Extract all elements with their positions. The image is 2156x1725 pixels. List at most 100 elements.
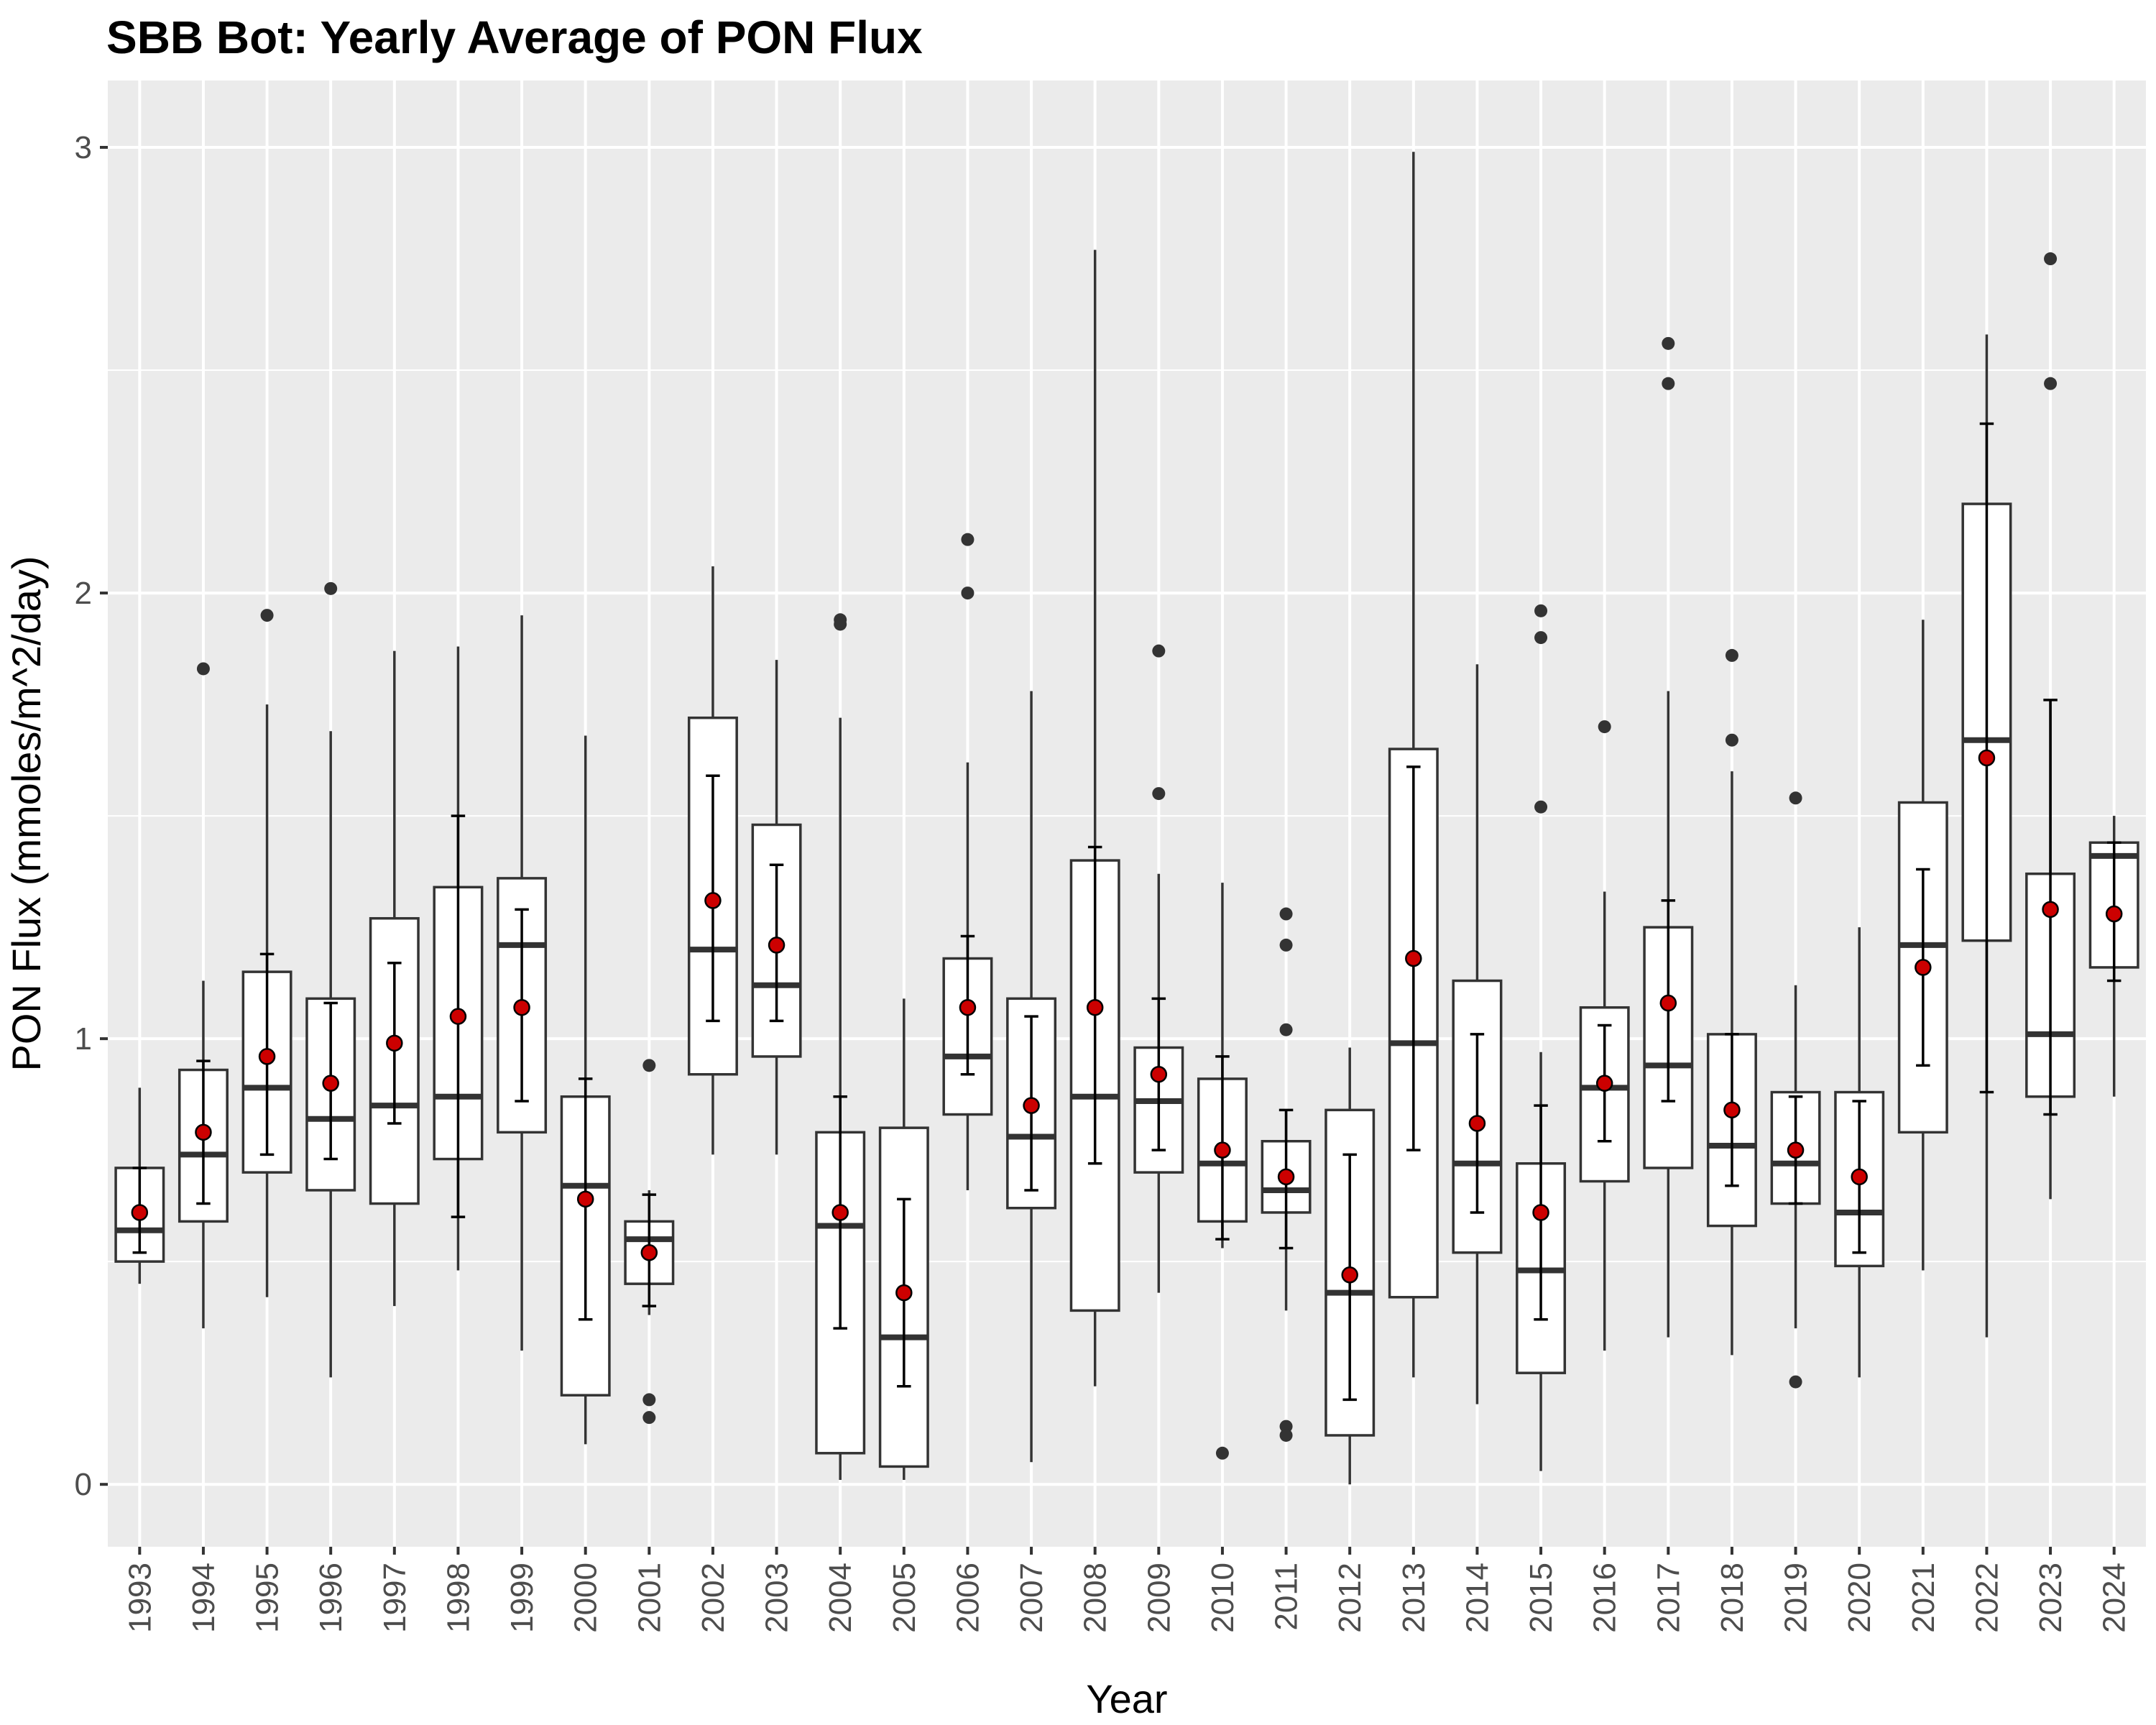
box-2007 bbox=[1006, 691, 1057, 1463]
mean-point bbox=[386, 1034, 403, 1052]
mean-point bbox=[895, 1284, 913, 1302]
outlier-point bbox=[1534, 800, 1548, 814]
outlier-point bbox=[1279, 1023, 1293, 1036]
box-2003 bbox=[751, 660, 802, 1155]
mean-point bbox=[1150, 1065, 1168, 1083]
x-tick-label: 2011 bbox=[1269, 1563, 1304, 1631]
y-tick-label: 0 bbox=[75, 1467, 92, 1502]
outlier-point bbox=[834, 617, 847, 631]
x-tick-label: 2023 bbox=[2033, 1563, 2068, 1633]
x-tick-label: 2010 bbox=[1205, 1563, 1240, 1633]
mean-point bbox=[1659, 994, 1677, 1012]
x-tick-label: 1994 bbox=[186, 1563, 221, 1633]
outlier-point bbox=[2044, 252, 2058, 266]
mean-point bbox=[640, 1244, 658, 1261]
outlier-point bbox=[642, 1059, 656, 1072]
mean-point bbox=[449, 1008, 467, 1025]
mean-point bbox=[1277, 1168, 1295, 1186]
outlier-point bbox=[1789, 791, 1802, 805]
box-2017 bbox=[1643, 336, 1694, 1338]
box-1998 bbox=[433, 646, 484, 1271]
mean-point bbox=[831, 1204, 849, 1221]
box-2012 bbox=[1325, 1047, 1376, 1485]
mean-point bbox=[1787, 1141, 1805, 1159]
x-tick-label: 2005 bbox=[887, 1563, 922, 1633]
box-1994 bbox=[178, 662, 229, 1329]
x-axis-title: Year bbox=[1086, 1676, 1167, 1721]
x-tick-label: 2024 bbox=[2097, 1563, 2132, 1633]
x-tick-label: 2022 bbox=[1969, 1563, 2004, 1633]
chart-title: SBB Bot: Yearly Average of PON Flux bbox=[106, 12, 923, 63]
mean-point bbox=[576, 1190, 594, 1208]
mean-point bbox=[959, 998, 977, 1016]
mean-point bbox=[704, 892, 722, 909]
mean-point bbox=[1851, 1168, 1868, 1186]
box-2021 bbox=[1897, 620, 1948, 1271]
x-tick-label: 2013 bbox=[1396, 1563, 1432, 1633]
outlier-point bbox=[196, 662, 210, 676]
mean-point bbox=[2105, 905, 2123, 923]
box-2024 bbox=[2088, 816, 2139, 1097]
y-tick-label: 2 bbox=[75, 576, 92, 611]
mean-point bbox=[1595, 1075, 1613, 1092]
box-2020 bbox=[1834, 927, 1885, 1378]
outlier-point bbox=[260, 609, 274, 622]
box-1995 bbox=[241, 609, 292, 1297]
outlier-point bbox=[961, 533, 975, 546]
outlier-point bbox=[1279, 1428, 1293, 1442]
box-2009 bbox=[1133, 644, 1184, 1293]
outlier-point bbox=[1534, 604, 1548, 617]
box-2006 bbox=[942, 533, 993, 1190]
x-tick-label: 2008 bbox=[1078, 1563, 1113, 1633]
x-tick-label: 2003 bbox=[760, 1563, 795, 1633]
outlier-point bbox=[1789, 1375, 1802, 1389]
outlier-point bbox=[1279, 938, 1293, 952]
box-2023 bbox=[2025, 252, 2076, 1200]
x-tick-label: 2014 bbox=[1460, 1563, 1495, 1633]
outlier-point bbox=[324, 581, 338, 595]
x-tick-label: 2021 bbox=[1906, 1563, 1941, 1633]
outlier-point bbox=[1534, 631, 1548, 645]
box-2000 bbox=[560, 735, 611, 1445]
mean-point bbox=[1023, 1097, 1040, 1114]
x-tick-label: 1999 bbox=[505, 1563, 540, 1633]
mean-point bbox=[1723, 1101, 1741, 1119]
mean-point bbox=[1532, 1204, 1549, 1221]
x-tick-label: 1995 bbox=[250, 1563, 285, 1633]
x-tick-label: 2007 bbox=[1014, 1563, 1049, 1633]
mean-point bbox=[1214, 1141, 1231, 1159]
x-tick-label: 2001 bbox=[632, 1563, 667, 1633]
box-2022 bbox=[1961, 334, 2012, 1338]
x-axis: 1993 1994 1995 1996 1997 1998 1999 2000 2001 2002… bbox=[122, 1547, 2132, 1633]
y-axis-title: PON Flux (mmoles/m^2/day) bbox=[4, 556, 49, 1071]
x-tick-label: 2004 bbox=[823, 1563, 858, 1633]
outlier-point bbox=[1598, 720, 1611, 734]
box-1996 bbox=[305, 581, 356, 1378]
box-2013 bbox=[1388, 152, 1439, 1378]
outlier-point bbox=[1215, 1446, 1229, 1460]
x-tick-label: 1993 bbox=[122, 1563, 157, 1633]
outlier-point bbox=[1725, 648, 1738, 662]
x-tick-label: 1997 bbox=[377, 1563, 413, 1633]
box-2004 bbox=[815, 613, 866, 1480]
outlier-point bbox=[961, 586, 975, 600]
y-tick-label: 1 bbox=[75, 1021, 92, 1057]
box-2019 bbox=[1770, 791, 1821, 1389]
y-tick-label: 3 bbox=[75, 130, 92, 165]
plot-panel bbox=[108, 80, 2146, 1547]
outlier-point bbox=[1152, 787, 1166, 801]
box-2016 bbox=[1579, 720, 1630, 1351]
box-2014 bbox=[1452, 664, 1503, 1404]
outlier-point bbox=[642, 1411, 656, 1425]
box-1993 bbox=[114, 1087, 165, 1284]
y-axis: 0 1 2 3 bbox=[75, 130, 108, 1502]
outlier-point bbox=[1279, 1420, 1293, 1433]
box-2001 bbox=[624, 1059, 675, 1425]
mean-point bbox=[768, 937, 786, 954]
box-2002 bbox=[687, 566, 738, 1155]
mean-point bbox=[1978, 749, 1996, 767]
x-tick-label: 2018 bbox=[1715, 1563, 1750, 1633]
mean-point bbox=[1468, 1115, 1486, 1132]
box-2008 bbox=[1069, 249, 1120, 1386]
mean-point bbox=[131, 1204, 149, 1221]
